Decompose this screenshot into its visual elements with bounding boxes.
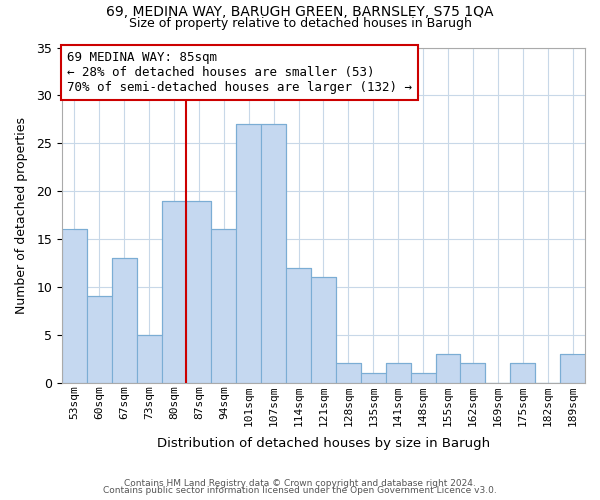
Y-axis label: Number of detached properties: Number of detached properties [15, 116, 28, 314]
Bar [87, 296, 112, 382]
Bar [336, 364, 361, 382]
X-axis label: Distribution of detached houses by size in Barugh: Distribution of detached houses by size … [157, 437, 490, 450]
Bar [236, 124, 261, 382]
Bar [161, 200, 187, 382]
Bar [410, 373, 436, 382]
Bar [361, 373, 386, 382]
Bar [137, 334, 161, 382]
Bar [460, 364, 485, 382]
Text: Size of property relative to detached houses in Barugh: Size of property relative to detached ho… [128, 18, 472, 30]
Bar [62, 230, 87, 382]
Bar [510, 364, 535, 382]
Bar [261, 124, 286, 382]
Text: 69 MEDINA WAY: 85sqm
← 28% of detached houses are smaller (53)
70% of semi-detac: 69 MEDINA WAY: 85sqm ← 28% of detached h… [67, 51, 412, 94]
Bar [311, 278, 336, 382]
Bar [211, 230, 236, 382]
Bar [560, 354, 585, 382]
Text: 69, MEDINA WAY, BARUGH GREEN, BARNSLEY, S75 1QA: 69, MEDINA WAY, BARUGH GREEN, BARNSLEY, … [106, 5, 494, 19]
Bar [286, 268, 311, 382]
Bar [112, 258, 137, 382]
Text: Contains HM Land Registry data © Crown copyright and database right 2024.: Contains HM Land Registry data © Crown c… [124, 478, 476, 488]
Text: Contains public sector information licensed under the Open Government Licence v3: Contains public sector information licen… [103, 486, 497, 495]
Bar [187, 200, 211, 382]
Bar [436, 354, 460, 382]
Bar [386, 364, 410, 382]
